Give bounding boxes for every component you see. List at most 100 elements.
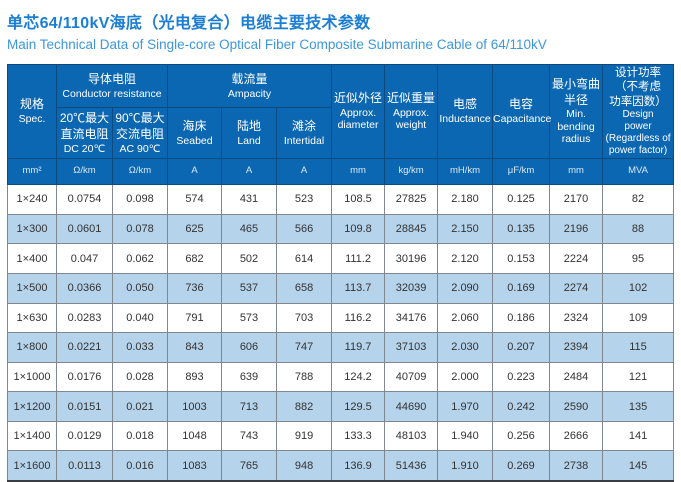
table-cell: 682: [167, 243, 222, 274]
table-body: 1×240 0.0754 0.098 574 431 523 108.5 27825 2.180…: [7, 184, 675, 482]
unit-cell: Ω/km: [112, 158, 168, 186]
col-header-ac-resistance: 90℃最大 交流电阻 AC 90℃: [112, 107, 168, 160]
col-header-ac-resistance-zh: 90℃最大 交流电阻: [115, 111, 165, 141]
col-header-design-power: 设计功率 （不考虑 功率因数） Design power (Regardless…: [602, 63, 675, 160]
table-cell: 44690: [384, 391, 439, 422]
table-cell: 747: [275, 332, 333, 363]
table-row: 1×1000 0.0176 0.028 893 639 788 124.2 40709 2.00…: [7, 361, 675, 393]
table-cell: 145: [602, 450, 675, 482]
table-cell: 2274: [549, 272, 604, 304]
unit-cell: A: [221, 158, 277, 186]
col-header-min-bending-radius-en: Min. bending radius: [557, 108, 595, 146]
table-cell: 0.135: [492, 213, 551, 245]
unit-cell: mm²: [7, 158, 57, 186]
table-row: 1×1200 0.0151 0.021 1003 713 882 129.5 44690 1.9…: [7, 391, 675, 422]
table-cell: 1×630: [7, 302, 57, 334]
col-header-design-power-zh: 设计功率 （不考虑 功率因数）: [609, 67, 667, 108]
table-cell: 0.256: [492, 420, 551, 452]
table-cell: 703: [275, 302, 333, 334]
col-header-seabed-en: Seabed: [176, 134, 213, 147]
table-cell: 129.5: [331, 391, 386, 422]
table-cell: 502: [221, 243, 277, 274]
unit-cell: Ω/km: [56, 158, 113, 186]
col-header-capacitance: 电容 Capacitance: [492, 63, 551, 160]
table-row: 1×240 0.0754 0.098 574 431 523 108.5 27825 2.180…: [7, 184, 675, 215]
table-cell: 625: [167, 213, 222, 245]
table-cell: 893: [167, 361, 222, 393]
table-cell: 537: [221, 272, 277, 304]
col-header-approx-weight: 近似重量 Approx. weight: [384, 63, 439, 160]
table-cell: 0.0366: [56, 272, 113, 304]
table-cell: 34176: [384, 302, 439, 334]
table-cell: 431: [221, 184, 277, 215]
table-cell: 0.078: [112, 213, 168, 245]
group-header-conductor-resistance-zh: 导体电阻: [87, 72, 136, 87]
table-cell: 0.207: [492, 332, 551, 363]
group-header-conductor-resistance: 导体电阻 Conductor resistance: [56, 63, 168, 109]
table-cell: 0.0151: [56, 391, 113, 422]
table-cell: 765: [221, 450, 277, 482]
table-cell: 0.125: [492, 184, 551, 215]
col-header-design-power-en: Design power (Regardless of power factor…: [605, 109, 671, 157]
table-cell: 0.0129: [56, 420, 113, 452]
col-header-ac-resistance-en: AC 90℃: [119, 142, 161, 155]
table-cell: 0.0221: [56, 332, 113, 363]
table-cell: 1×1400: [7, 420, 57, 452]
col-header-dc-resistance-zh: 20℃最大 直流电阻: [59, 111, 110, 141]
table-cell: 2484: [549, 361, 604, 393]
table-cell: 135: [602, 391, 675, 422]
table-cell: 109: [602, 302, 675, 334]
table-cell: 465: [221, 213, 277, 245]
table-cell: 2.000: [437, 361, 494, 393]
unit-cell: A: [275, 158, 333, 186]
table-cell: 2.090: [437, 272, 494, 304]
table-row: 1×500 0.0366 0.050 736 537 658 113.7 32039 2.090…: [7, 272, 675, 304]
table-cell: 658: [275, 272, 333, 304]
table-cell: 1.910: [437, 450, 494, 482]
table-cell: 791: [167, 302, 222, 334]
table-cell: 121: [602, 361, 675, 393]
table-cell: 109.8: [331, 213, 386, 245]
table-cell: 566: [275, 213, 333, 245]
table-cell: 0.0176: [56, 361, 113, 393]
col-header-inductance-en: Inductance: [439, 113, 491, 126]
table-cell: 574: [167, 184, 222, 215]
cable-spec-table: 规格 Spec. 导体电阻 Conductor resistance 载流量 A…: [7, 63, 675, 482]
col-header-intertidal-en: Intertidal: [283, 134, 325, 147]
table-cell: 0.0283: [56, 302, 113, 334]
table-header: 规格 Spec. 导体电阻 Conductor resistance 载流量 A…: [7, 63, 675, 186]
table-cell: 1×240: [7, 184, 57, 215]
table-cell: 0.223: [492, 361, 551, 393]
table-cell: 1048: [167, 420, 222, 452]
table-cell: 0.153: [492, 243, 551, 274]
group-header-ampacity-en: Ampacity: [227, 87, 272, 100]
table-cell: 948: [275, 450, 333, 482]
unit-cell: mm: [331, 158, 386, 186]
table-row: 1×800 0.0221 0.033 843 606 747 119.7 37103 2.030…: [7, 332, 675, 363]
col-header-spec: 规格 Spec.: [7, 63, 57, 160]
unit-cell: A: [167, 158, 222, 186]
unit-cell: mm: [549, 158, 604, 186]
col-header-land-en: Land: [237, 134, 261, 147]
col-header-approx-weight-zh: 近似重量: [387, 91, 436, 106]
table-row: 1×1600 0.0113 0.016 1083 765 948 136.9 51436 1.9…: [7, 450, 675, 482]
table-cell: 32039: [384, 272, 439, 304]
col-header-capacitance-zh: 电容: [509, 97, 534, 112]
table-cell: 736: [167, 272, 222, 304]
table-cell: 523: [275, 184, 333, 215]
col-header-approx-weight-en: Approx. weight: [392, 106, 430, 132]
table-cell: 743: [221, 420, 277, 452]
table-cell: 113.7: [331, 272, 386, 304]
col-header-approx-diameter: 近似外径 Approx. diameter: [331, 63, 386, 160]
unit-cell: μF/km: [492, 158, 551, 186]
table-cell: 0.0601: [56, 213, 113, 245]
table-cell: 0.018: [112, 420, 168, 452]
table-row: 1×630 0.0283 0.040 791 573 703 116.2 34176 2.060…: [7, 302, 675, 334]
page-subtitle: Main Technical Data of Single-core Optic…: [7, 37, 547, 52]
col-header-inductance: 电感 Inductance: [437, 63, 494, 160]
table-cell: 0.016: [112, 450, 168, 482]
header-row-groups: 规格 Spec. 导体电阻 Conductor resistance 载流量 A…: [7, 63, 675, 160]
table-cell: 2590: [549, 391, 604, 422]
table-cell: 2394: [549, 332, 604, 363]
unit-cell: mH/km: [437, 158, 494, 186]
